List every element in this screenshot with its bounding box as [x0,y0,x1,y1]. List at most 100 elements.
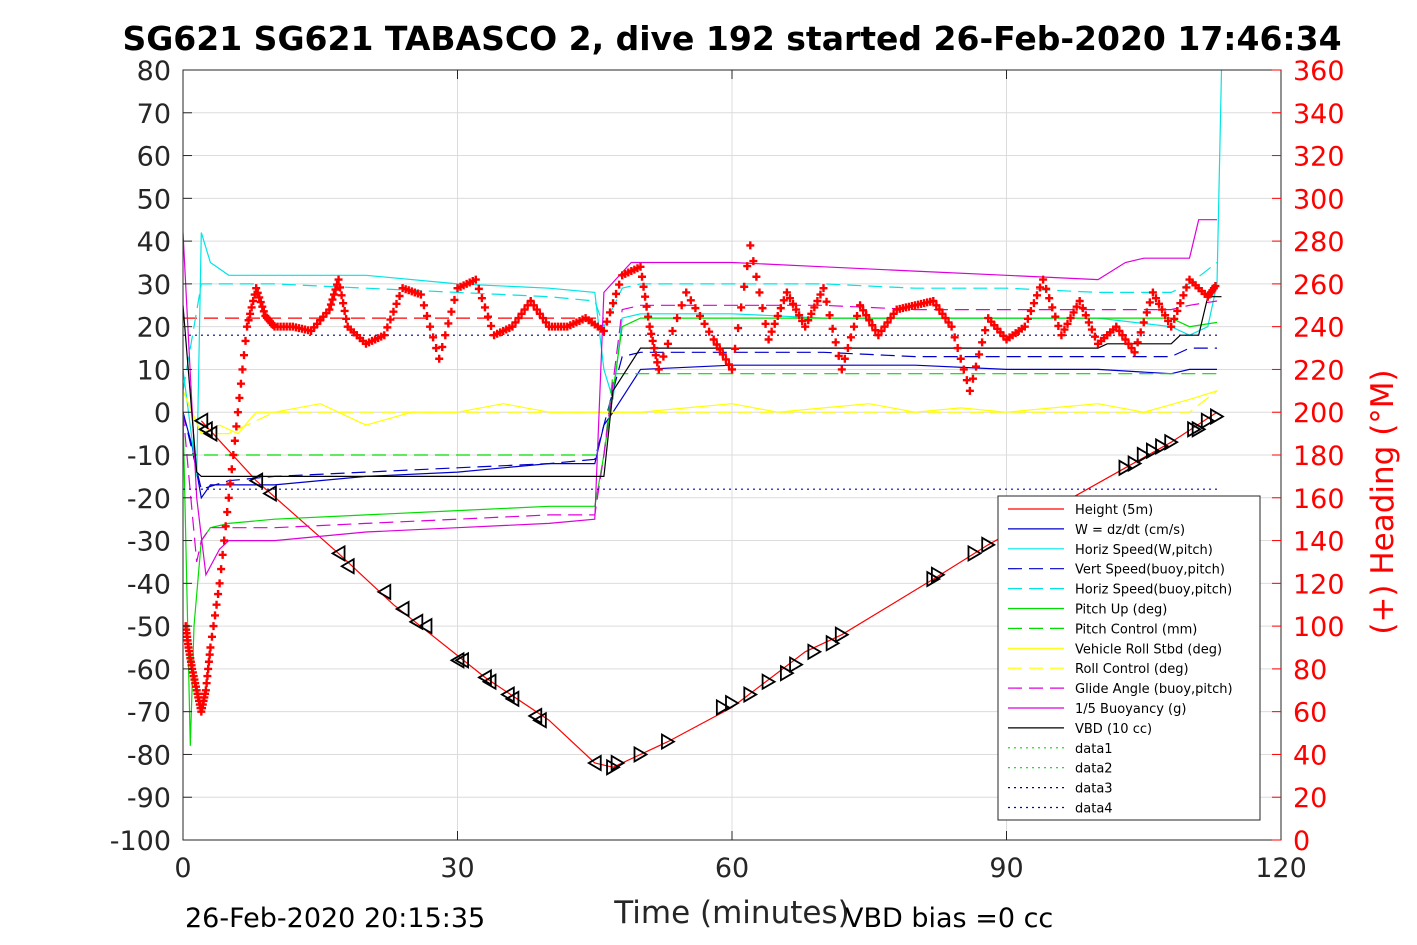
heading-point [1051,312,1060,321]
heading-point [862,311,871,320]
dive-marker [834,626,850,644]
heading-point [956,354,965,363]
heading-point [638,272,647,281]
dive-marker [1118,459,1134,477]
heading-point [252,284,261,293]
heading-point [868,321,877,330]
heading-point [789,299,797,308]
heading-point [1036,283,1045,292]
heading-point [599,326,608,335]
heading-point [1161,311,1170,320]
heading-point [850,322,858,331]
heading-point [700,319,709,328]
dive-marker [610,754,626,772]
legend-label: data4 [1075,802,1113,817]
dive-marker [789,656,804,674]
y-tick-label: -90 [127,783,171,814]
dive-marker [807,643,823,661]
heading-point [761,319,770,328]
legend-label: Glide Angle (buoy,pitch) [1075,682,1233,697]
x-tick-label: 30 [440,853,474,884]
heading-point [721,355,730,364]
heading-point [975,350,984,359]
heading-point [1145,298,1154,307]
series-line-w-dz-dt-cm-s [183,364,1217,500]
heading-point [874,331,883,340]
heading-point [929,297,938,305]
heading-point [724,360,733,369]
y-tick-label: -60 [127,655,171,686]
heading-point [653,358,662,367]
dive-marker [1127,454,1143,473]
footer-timestamp: 26-Feb-2020 20:15:35 [185,903,485,934]
heading-point [740,282,749,291]
dive-marker [1191,420,1207,438]
heading-point [1020,322,1029,331]
y-tick-label: -20 [127,484,171,515]
heading-point [807,309,816,318]
heading-point [243,322,252,331]
series-line-roll-control-deg [183,390,1218,435]
dive-marker [408,613,424,631]
heading-point [782,288,791,297]
heading-point [682,288,691,297]
heading-point [825,311,834,320]
heading-point [1042,284,1051,293]
dive-marker [1200,412,1216,430]
y-right-tick-label: 0 [1293,826,1310,857]
heading-point [207,632,216,641]
heading-point [647,329,656,338]
heading-point [240,351,248,360]
heading-point [221,522,230,531]
dive-marker [532,711,547,729]
dive-marker [725,694,740,712]
heading-point [767,327,776,336]
y-right-tick-label: 260 [1293,270,1345,301]
heading-point [229,451,238,459]
heading-point [941,314,950,323]
heading-point [329,290,338,299]
heading-point [1112,322,1121,331]
heading-point [435,354,444,363]
y-tick-label: -10 [127,441,171,472]
heading-point [441,331,450,340]
heading-point [944,318,953,327]
dive-marker [248,472,264,490]
heading-point [1039,275,1048,284]
legend-label: Pitch Control (mm) [1075,622,1197,637]
dive-marker [202,425,218,443]
x-tick-label: 60 [715,853,749,884]
heading-point [395,292,404,301]
y-tick-label: 80 [137,56,171,87]
legend-label: Horiz Speed(buoy,pitch) [1075,583,1232,598]
dive-marker [661,733,676,751]
marker-layer [183,241,1225,776]
heading-point [846,333,855,342]
heading-point [715,345,724,354]
heading-point [331,285,340,294]
dive-marker [780,664,795,682]
heading-point [822,297,831,306]
heading-point [1081,311,1090,320]
heading-point [258,302,267,311]
series-line-glide-angle-buoy-pitch [183,300,1218,563]
heading-point [206,643,215,652]
heading-point [532,305,541,314]
heading-point [325,305,334,314]
heading-point [1130,348,1139,357]
heading-point [517,309,526,318]
heading-point [935,305,944,314]
heading-point [201,686,210,695]
legend-label: Vehicle Roll Stbd (deg) [1075,642,1222,657]
heading-point [253,288,262,297]
heading-point [220,536,229,545]
heading-point [230,436,239,445]
heading-point [1124,339,1133,348]
heading-point [227,465,236,474]
heading-point [508,322,517,331]
heading-point [947,322,956,331]
heading-point [709,335,718,344]
x-axis-label: Time (minutes) [613,895,849,931]
heading-point [1211,282,1220,291]
heading-point [1023,314,1032,323]
